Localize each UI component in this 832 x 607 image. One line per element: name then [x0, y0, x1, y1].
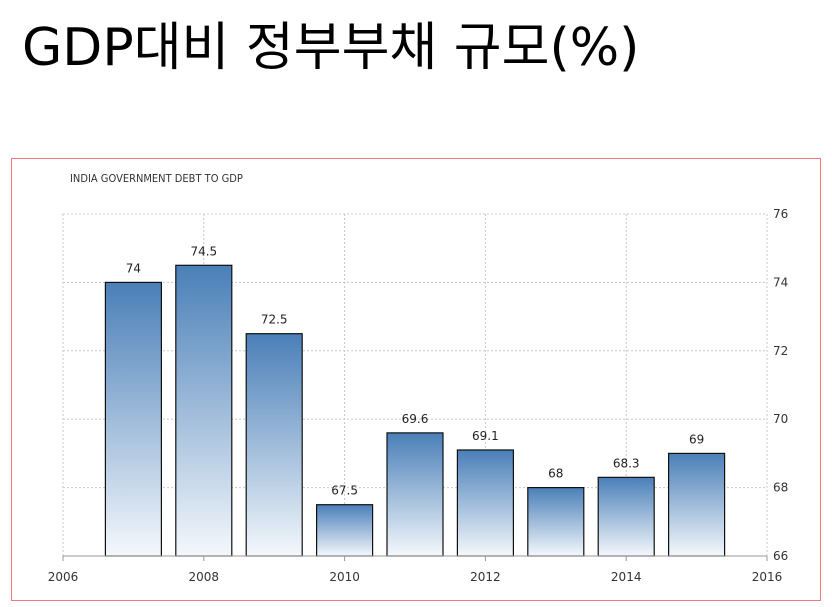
data-label-2007: 74 — [126, 261, 141, 275]
x-tick-label-2016: 2016 — [752, 570, 783, 584]
bar-2008 — [175, 264, 233, 557]
bar-2009 — [245, 333, 303, 557]
bar-2015 — [667, 452, 726, 557]
y-tick-label-68: 68 — [773, 481, 788, 495]
data-label-2015: 69 — [689, 432, 704, 446]
bar-2012 — [456, 449, 514, 557]
bars — [104, 264, 726, 557]
data-label-2014: 68.3 — [613, 456, 640, 470]
y-tick-label-76: 76 — [773, 207, 788, 221]
data-labels: 74 74.5 72.5 67.5 69.6 69.1 68 68.3 69 — [126, 244, 704, 497]
bar-2013 — [527, 487, 585, 557]
data-label-2011: 69.6 — [402, 412, 429, 426]
bar-2007 — [104, 281, 163, 557]
y-tick-label-66: 66 — [773, 549, 788, 563]
x-tick-label-2006: 2006 — [48, 570, 79, 584]
data-label-2010: 67.5 — [331, 484, 358, 498]
chart-frame: INDIA GOVERNMENT DEBT TO GDP 74 74.5 72.5 6… — [11, 158, 821, 601]
data-label-2013: 68 — [548, 467, 563, 481]
axes: 2006 2008 2010 2012 2014 2016 66 68 70 72 74 76 — [48, 207, 789, 584]
slide-title: GDP대비 정부부채 규모(%) — [22, 18, 640, 78]
chart-title: INDIA GOVERNMENT DEBT TO GDP — [70, 172, 243, 185]
bar-2014 — [597, 476, 655, 557]
x-tick-label-2012: 2012 — [470, 570, 501, 584]
data-label-2009: 72.5 — [261, 313, 288, 327]
bar-2010 — [316, 504, 374, 557]
data-label-2012: 69.1 — [472, 429, 499, 443]
x-tick-label-2010: 2010 — [329, 570, 360, 584]
y-tick-label-70: 70 — [773, 412, 788, 426]
y-tick-label-72: 72 — [773, 344, 788, 358]
y-tick-label-74: 74 — [773, 275, 788, 289]
x-tick-label-2008: 2008 — [189, 570, 220, 584]
bar-2011 — [386, 432, 444, 557]
data-label-2008: 74.5 — [190, 244, 217, 258]
x-tick-label-2014: 2014 — [611, 570, 642, 584]
